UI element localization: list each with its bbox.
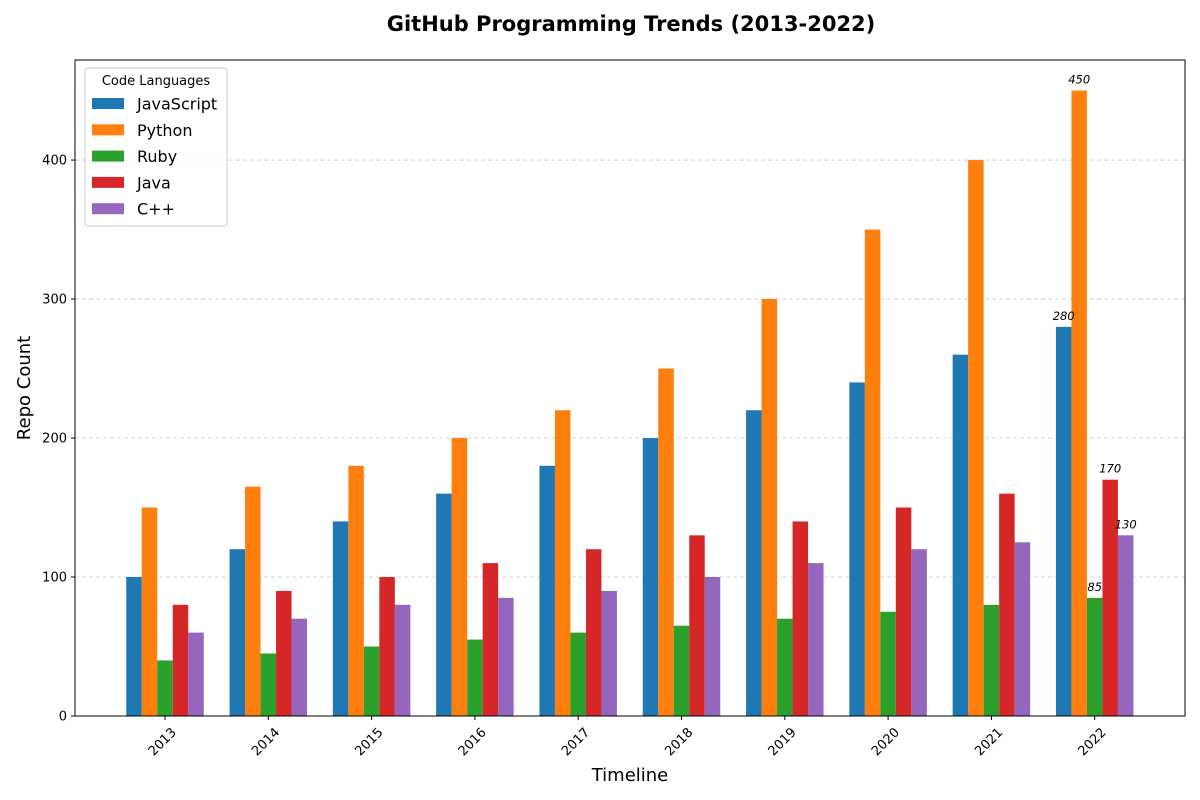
legend-label-javascript: JavaScript (136, 95, 217, 114)
bar-python-2017 (554, 410, 571, 716)
x-tick-label: 2013 (146, 725, 180, 759)
bar-cpp-2013 (188, 632, 204, 716)
bar-javascript-2015 (332, 521, 349, 716)
x-tick-label: 2018 (662, 725, 696, 759)
legend-swatch-java (92, 176, 124, 188)
data-label-javascript: 280 (1053, 309, 1075, 323)
bar-ruby-2019 (777, 618, 793, 716)
bar-python-2020 (864, 229, 881, 716)
y-tick-label: 300 (42, 293, 67, 308)
bar-python-2013 (141, 507, 158, 716)
chart-title: GitHub Programming Trends (2013-2022) (387, 12, 876, 36)
data-label-cpp: 130 (1115, 517, 1137, 531)
bar-java-2021 (999, 493, 1015, 716)
bar-python-2021 (968, 160, 984, 716)
x-tick-label: 2021 (972, 725, 1006, 759)
grid (75, 159, 1185, 578)
bar-java-2015 (379, 577, 395, 716)
bar-javascript-2013 (126, 577, 142, 716)
bar-ruby-2020 (880, 611, 896, 716)
y-axis-label: Repo Count (14, 336, 35, 440)
bar-java-2013 (172, 604, 189, 716)
bar-javascript-2022 (1055, 326, 1072, 716)
bar-python-2014 (245, 486, 261, 716)
legend-label-cpp: C++ (137, 200, 175, 219)
data-label-ruby: 85 (1087, 580, 1102, 594)
bar-ruby-2016 (467, 639, 483, 716)
bar-javascript-2021 (952, 354, 969, 716)
bar-python-2018 (658, 368, 674, 716)
bar-ruby-2015 (363, 646, 380, 716)
legend-entries: JavaScript Python Ruby Java C++ (92, 95, 217, 219)
x-tick-label: 2019 (766, 725, 800, 759)
bar-java-2018 (689, 535, 705, 716)
legend-swatch-javascript (92, 98, 124, 109)
data-labels: 280 450 85 170 130 (1053, 73, 1137, 594)
legend-label-java: Java (136, 173, 171, 192)
bar-cpp-2020 (911, 549, 927, 716)
bar-cpp-2016 (498, 597, 514, 716)
bar-javascript-2014 (229, 549, 246, 716)
bar-ruby-2017 (570, 632, 586, 716)
x-tick-label: 2017 (559, 725, 593, 759)
bar-java-2016 (482, 563, 499, 716)
bar-python-2022 (1071, 90, 1087, 716)
bar-javascript-2019 (746, 410, 762, 716)
bars (126, 90, 1134, 716)
x-tick-label: 2015 (352, 725, 386, 759)
y-tick-label: 0 (59, 710, 67, 725)
bar-python-2016 (451, 438, 468, 716)
x-tick-label: 2014 (249, 725, 283, 759)
x-axis-label: Timeline (591, 765, 669, 786)
bar-javascript-2016 (436, 493, 452, 716)
bar-python-2015 (348, 465, 364, 716)
bar-ruby-2022 (1086, 597, 1103, 716)
legend-label-python: Python (137, 121, 192, 140)
bar-cpp-2021 (1014, 542, 1031, 716)
bar-cpp-2019 (808, 563, 824, 716)
legend-swatch-cpp (92, 203, 124, 215)
bar-java-2019 (792, 521, 809, 716)
bar-cpp-2022 (1117, 535, 1134, 716)
x-tick-label: 2022 (1076, 725, 1110, 759)
x-tick-label: 2016 (456, 725, 490, 759)
legend-title: Code Languages (102, 74, 211, 89)
bar-python-2019 (761, 299, 778, 716)
y-tick-label: 200 (42, 432, 67, 447)
bar-cpp-2015 (394, 604, 411, 716)
bar-ruby-2018 (673, 625, 690, 716)
bar-javascript-2017 (539, 465, 555, 716)
bar-cpp-2018 (704, 577, 721, 716)
legend-label-ruby: Ruby (137, 147, 177, 166)
legend-swatch-python (92, 124, 124, 136)
bar-java-2017 (585, 549, 602, 716)
data-label-python: 450 (1068, 73, 1090, 87)
bar-ruby-2013 (157, 660, 173, 716)
data-label-java: 170 (1099, 462, 1121, 476)
bar-cpp-2017 (601, 590, 617, 716)
bar-javascript-2018 (642, 438, 659, 716)
bar-java-2022 (1102, 479, 1118, 716)
legend-swatch-ruby (92, 150, 124, 162)
y-axis: 0 100 200 300 400 (42, 154, 75, 725)
x-axis: 2013 2014 2015 2016 2017 2018 2019 2020 2021 2022 (146, 716, 1110, 759)
bar-javascript-2020 (849, 382, 865, 716)
bar-ruby-2014 (260, 653, 277, 716)
bar-cpp-2014 (291, 618, 308, 716)
plot-frame (74, 59, 1186, 717)
x-tick-label: 2020 (869, 725, 903, 759)
y-tick-label: 400 (42, 154, 67, 169)
bar-java-2020 (895, 507, 912, 716)
bar-java-2014 (276, 590, 292, 716)
y-tick-label: 100 (42, 571, 67, 586)
bar-ruby-2021 (983, 604, 1000, 716)
legend: Code Languages JavaScript Python Ruby Java C… (84, 67, 228, 227)
